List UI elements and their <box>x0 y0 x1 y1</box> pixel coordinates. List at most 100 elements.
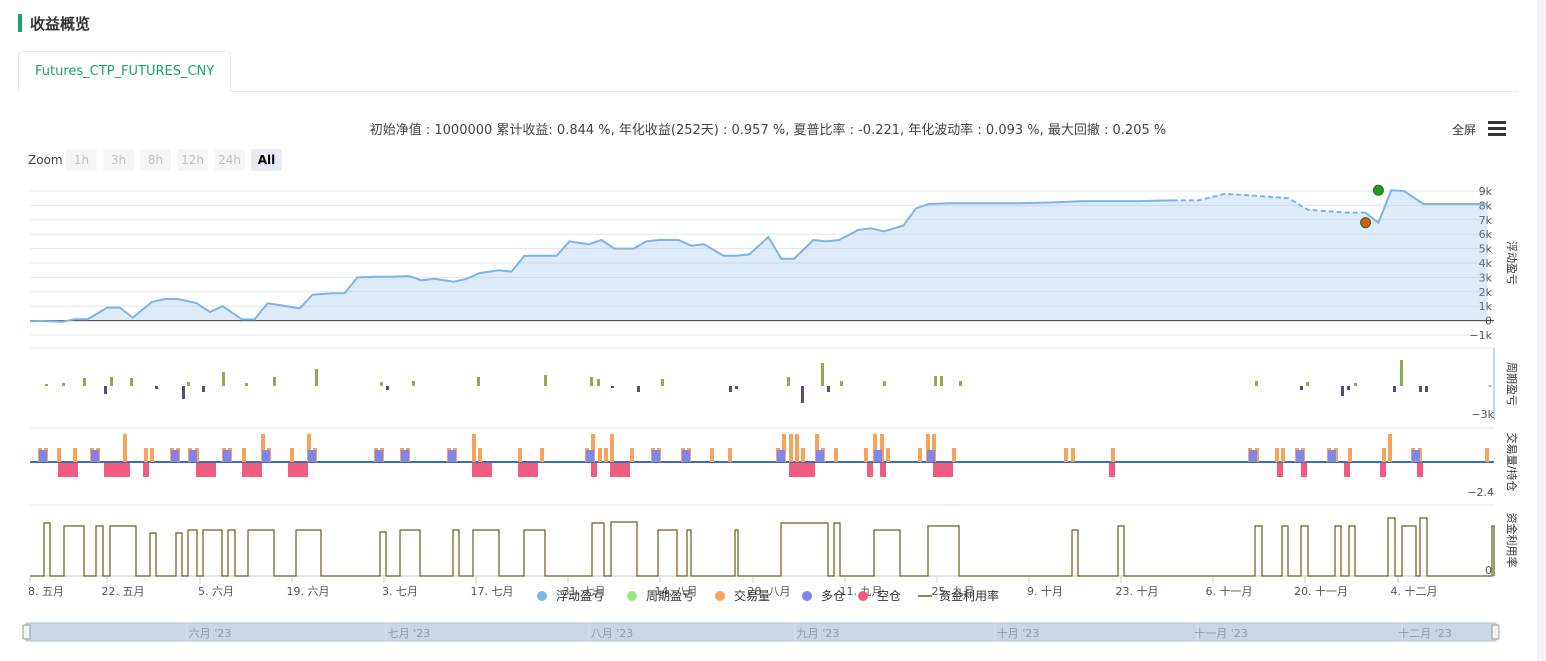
volume-bar <box>795 434 799 462</box>
long-position-bar <box>1328 450 1336 462</box>
volume-bar <box>604 448 608 462</box>
volume-bar <box>952 448 956 462</box>
long-position-bar <box>91 450 99 462</box>
pane-label-util: 资金利用率 <box>1505 513 1519 568</box>
float-pnl-area <box>30 190 1488 322</box>
volume-bar <box>1388 434 1392 462</box>
y-tick-label: 4k <box>1479 257 1493 270</box>
volume-bar <box>815 434 819 462</box>
period-pnl-bar <box>1306 382 1309 386</box>
period-pnl-bar <box>597 379 600 386</box>
long-position-bar <box>1249 450 1257 462</box>
long-position-bar <box>308 450 316 462</box>
short-position-bar <box>1380 463 1386 477</box>
page-scrollbar[interactable] <box>1537 0 1546 661</box>
long-position-bar <box>262 450 270 462</box>
navigator-handle-right[interactable] <box>1491 624 1500 640</box>
volume-bar <box>1281 448 1285 462</box>
y-tick-label: 7k <box>1479 214 1493 227</box>
period-pnl-bar <box>245 383 248 386</box>
period-pnl-bar <box>637 386 640 392</box>
navigator-label: 十二月 '23 <box>1398 626 1452 640</box>
volume-bar <box>261 434 265 462</box>
volume-bar <box>1071 448 1075 462</box>
period-pnl-bar <box>934 376 937 386</box>
volume-bar <box>290 448 294 462</box>
volume-bar <box>307 434 311 462</box>
period-pnl-bar <box>130 378 133 386</box>
navigator-range[interactable] <box>25 622 1497 642</box>
x-tick-label: 6. 十一月 <box>1206 584 1253 598</box>
float-pnl-line-dashed <box>1172 192 1366 214</box>
long-position-bar <box>586 450 594 462</box>
zoom-1h-button[interactable]: 1h <box>66 149 97 171</box>
period-pnl-bar <box>1393 386 1396 392</box>
period-pnl-bar <box>544 375 547 386</box>
y-tick-label: 3k <box>1479 271 1493 284</box>
x-tick-label: 31. 七月 <box>563 585 606 598</box>
hamburger-menu-icon[interactable] <box>1488 121 1506 136</box>
zoom-12h-button[interactable]: 12h <box>177 149 208 171</box>
short-position-bar <box>1277 463 1283 477</box>
short-position-bar <box>1344 463 1350 477</box>
y-tick-label: 6k <box>1479 228 1493 241</box>
y-tick-label: 0 <box>1485 564 1492 577</box>
period-pnl-bar <box>477 377 480 386</box>
volume-bar <box>932 434 936 462</box>
legend-marker <box>537 591 547 601</box>
period-pnl-bar <box>1354 383 1357 386</box>
volume-bar <box>1275 448 1279 462</box>
period-pnl-bar <box>1255 381 1258 386</box>
volume-bar <box>478 448 482 462</box>
long-position-bar <box>189 450 197 462</box>
x-tick-label: 25. 九月 <box>932 585 975 598</box>
period-pnl-bar <box>45 384 48 386</box>
long-position-bar <box>682 450 690 462</box>
long-position-bar <box>1296 450 1304 462</box>
tab-futures-ctp[interactable]: Futures_CTP_FUTURES_CNY <box>18 51 232 92</box>
long-position-bar <box>171 450 179 462</box>
long-position-bar <box>1412 450 1420 462</box>
legend-label: 多仓 <box>821 589 845 603</box>
period-pnl-bar <box>840 381 843 386</box>
pane-label-volume: 交易量/持仓 <box>1505 433 1519 492</box>
volume-bar <box>598 448 602 462</box>
navigator-handle-left[interactable] <box>22 624 31 640</box>
period-pnl-bar <box>959 381 962 386</box>
navigator-label: 七月 '23 <box>388 627 431 640</box>
volume-bar <box>801 448 805 462</box>
period-pnl-bar <box>412 381 415 386</box>
long-position-bar <box>777 450 785 462</box>
zoom-all-button[interactable]: All <box>251 149 282 171</box>
x-tick-label: 23. 十月 <box>1116 584 1159 598</box>
short-position-bar <box>143 463 149 477</box>
zoom-24h-button[interactable]: 24h <box>214 149 245 171</box>
short-position-bar <box>591 463 597 477</box>
zoom-3h-button[interactable]: 3h <box>103 149 134 171</box>
legend-label: 浮动盈亏 <box>556 589 604 603</box>
y-tick-label: - <box>1488 379 1492 392</box>
legend-marker <box>627 591 637 601</box>
period-pnl-bar <box>110 377 113 386</box>
float-pnl-line-tail <box>1364 189 1488 225</box>
y-tick-label: −2.4 <box>1467 486 1494 499</box>
trade-marker <box>1372 184 1384 196</box>
fullscreen-button[interactable]: 全屏 <box>1452 123 1477 137</box>
period-pnl-bar <box>182 386 185 399</box>
navigator-label: 八月 '23 <box>591 627 634 640</box>
navigator-label: 六月 '23 <box>189 627 232 640</box>
short-position-bar <box>472 463 492 477</box>
x-tick-label: 4. 十二月 <box>1391 584 1438 598</box>
period-pnl-bar <box>386 386 389 390</box>
x-tick-label: 22. 五月 <box>102 585 145 598</box>
volume-bar <box>610 434 614 462</box>
short-position-bar <box>518 463 538 477</box>
short-position-bar <box>1301 463 1307 477</box>
volume-bar <box>73 448 77 462</box>
x-tick-label: 20. 十一月 <box>1294 584 1348 598</box>
short-position-bar <box>196 463 216 477</box>
volume-bar <box>1485 448 1489 462</box>
period-pnl-bar <box>821 363 824 386</box>
period-pnl-bar <box>380 382 383 386</box>
zoom-8h-button[interactable]: 8h <box>140 149 171 171</box>
